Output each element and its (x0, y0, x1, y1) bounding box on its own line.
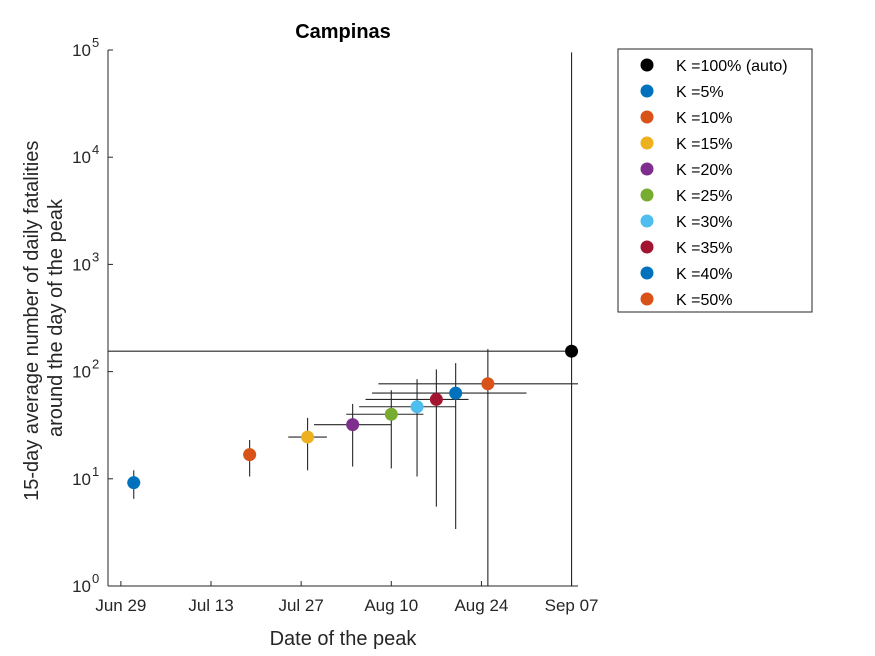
error-bars (108, 52, 578, 586)
x-axis-ticks: Jun 29 Jul 13 Jul 27 Aug 10 Aug 24 Sep 07 (95, 581, 599, 615)
y-axis-title: 15-day average number of daily fatalitie… (21, 135, 67, 501)
data-point (449, 386, 463, 400)
data-point (481, 377, 495, 391)
legend-label: K =35% (676, 240, 732, 257)
data-point (565, 344, 579, 358)
x-tick-label: Aug 24 (454, 596, 508, 615)
y-tick-label: 10 (72, 577, 91, 596)
y-tick-exponent: 2 (92, 357, 99, 372)
y-tick-label: 10 (72, 148, 91, 167)
legend-label: K =30% (676, 214, 732, 231)
y-tick-exponent: 1 (92, 464, 99, 479)
legend-label: K =10% (676, 110, 732, 127)
y-tick-label: 10 (72, 363, 91, 382)
data-point (301, 430, 315, 444)
y-tick-label: 10 (72, 255, 91, 274)
legend: K =100% (auto) K =5% K =10% K =15% K =20% K =… (617, 48, 813, 313)
legend-marker (640, 162, 654, 176)
legend-label: K =5% (676, 84, 724, 101)
data-point (243, 448, 257, 462)
data-point (410, 400, 424, 414)
chart-title: Campinas (295, 21, 391, 43)
y-tick-exponent: 5 (92, 35, 99, 50)
legend-marker (640, 266, 654, 280)
y-tick-exponent: 3 (92, 249, 99, 264)
x-tick-label: Aug 10 (364, 596, 418, 615)
legend-marker (640, 240, 654, 254)
data-point (429, 392, 443, 406)
legend-marker (640, 110, 654, 124)
y-tick-label: 10 (72, 470, 91, 489)
y-tick-label: 10 (72, 41, 91, 60)
x-axis-title: Date of the peak (270, 628, 418, 650)
data-point (384, 407, 398, 421)
x-tick-label: Jul 13 (188, 596, 233, 615)
x-tick-label: Jun 29 (95, 596, 146, 615)
data-point (127, 476, 141, 490)
legend-marker (640, 188, 654, 202)
legend-marker (640, 214, 654, 228)
legend-marker (640, 136, 654, 150)
y-axis-title-line-2: around the day of the peak (45, 198, 67, 437)
legend-items: K =100% (auto) K =5% K =10% K =15% K =20% K =… (640, 58, 788, 309)
y-tick-exponent: 0 (92, 571, 99, 586)
legend-label: K =100% (auto) (676, 58, 788, 75)
x-tick-label: Sep 07 (545, 596, 599, 615)
legend-marker (640, 84, 654, 98)
legend-label: K =50% (676, 292, 732, 309)
legend-marker (640, 58, 654, 72)
legend-label: K =15% (676, 136, 732, 153)
legend-label: K =20% (676, 162, 732, 179)
x-tick-label: Jul 27 (278, 596, 323, 615)
data-point (346, 418, 360, 432)
legend-marker (640, 292, 654, 306)
y-tick-exponent: 4 (92, 142, 99, 157)
legend-label: K =25% (676, 188, 732, 205)
legend-label: K =40% (676, 266, 732, 283)
data-points (127, 344, 579, 490)
y-axis-title-line-1: 15-day average number of daily fatalitie… (21, 141, 43, 501)
plot-area: Jun 29 Jul 13 Jul 27 Aug 10 Aug 24 Sep 07 10 0… (72, 35, 598, 615)
